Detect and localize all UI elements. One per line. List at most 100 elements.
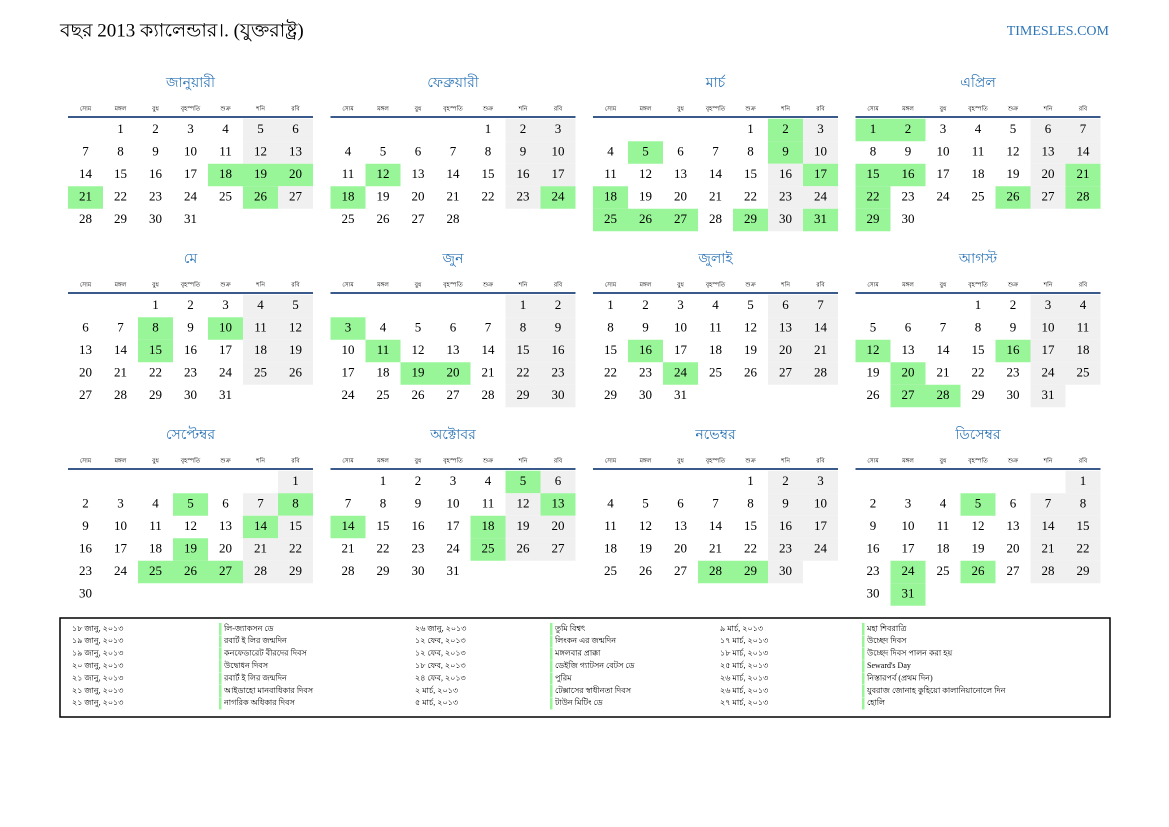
day-number: 24 bbox=[342, 387, 356, 402]
weekend-cell bbox=[243, 493, 278, 516]
day-number: 3 bbox=[817, 473, 824, 488]
weekday-label: শনি bbox=[780, 281, 790, 288]
day-number: 19 bbox=[184, 540, 197, 555]
weekday-label: শুক্র bbox=[744, 282, 756, 288]
day-number: 26 bbox=[412, 387, 426, 402]
day-number: 2 bbox=[782, 121, 789, 136]
weekday-label: বৃহস্পতি bbox=[967, 457, 988, 464]
weekday-label: মঙ্গল bbox=[114, 282, 127, 288]
day-number: 26 bbox=[254, 188, 268, 203]
day-number: 28 bbox=[937, 387, 950, 402]
holiday-name: নিস্তারপর্ব (প্রথম দিন) bbox=[866, 673, 933, 682]
day-number: 8 bbox=[747, 143, 754, 158]
day-number: 28 bbox=[447, 211, 460, 226]
day-number: 26 bbox=[972, 563, 986, 578]
holiday-cell bbox=[698, 560, 733, 584]
weekend-cell bbox=[1065, 560, 1101, 584]
holiday-marker bbox=[862, 672, 865, 685]
day-number: 25 bbox=[604, 563, 617, 578]
day-number: 27 bbox=[1042, 188, 1056, 203]
holiday-name: ডেইজি গ্যাটসন বেটস ডে bbox=[555, 660, 635, 670]
weekday-label: বুধ bbox=[939, 282, 947, 288]
weekday-label: শনি bbox=[1043, 281, 1053, 288]
weekday-label: শুক্র bbox=[219, 458, 231, 464]
holiday-date: ২১ জানু, ২০১৩ bbox=[72, 686, 123, 695]
weekend-cell bbox=[768, 362, 803, 385]
month-title: জুন bbox=[442, 252, 465, 267]
weekday-label: বুধ bbox=[939, 458, 947, 464]
month-title: সেপ্টেম্বর bbox=[166, 426, 216, 443]
day-number: 1 bbox=[607, 297, 614, 312]
day-number: 5 bbox=[1010, 121, 1017, 136]
day-number: 14 bbox=[482, 342, 496, 357]
day-number: 19 bbox=[517, 518, 530, 533]
day-number: 13 bbox=[1007, 518, 1020, 533]
day-number: 1 bbox=[117, 121, 124, 136]
weekday-label: মঙ্গল bbox=[901, 282, 914, 288]
day-number: 29 bbox=[377, 563, 390, 578]
day-number: 5 bbox=[870, 319, 877, 334]
holiday-cell bbox=[173, 560, 208, 584]
weekend-cell bbox=[505, 141, 541, 164]
day-number: 6 bbox=[292, 121, 299, 136]
day-number: 2 bbox=[870, 495, 877, 510]
day-number: 29 bbox=[744, 563, 757, 578]
day-number: 31 bbox=[1042, 387, 1055, 402]
holiday-cell bbox=[733, 208, 768, 232]
day-number: 23 bbox=[79, 563, 92, 578]
weekend-cell bbox=[1065, 317, 1101, 340]
holiday-name: রবার্ট ই লির জন্মদিন bbox=[223, 672, 287, 682]
day-number: 15 bbox=[867, 166, 880, 181]
day-number: 22 bbox=[972, 364, 985, 379]
weekend-cell bbox=[768, 317, 803, 340]
weekend-cell bbox=[1065, 493, 1101, 516]
holiday-cell bbox=[890, 118, 926, 142]
day-number: 15 bbox=[1077, 518, 1090, 533]
day-number: 25 bbox=[219, 188, 232, 203]
holiday-cell bbox=[855, 186, 891, 209]
holiday-cell bbox=[768, 141, 803, 164]
holiday-date: ২১ জানু, ২০১৩ bbox=[72, 673, 123, 682]
day-number: 3 bbox=[117, 495, 124, 510]
holiday-cell bbox=[663, 362, 698, 385]
day-number: 2 bbox=[415, 473, 422, 488]
day-number: 12 bbox=[377, 166, 390, 181]
day-number: 30 bbox=[779, 211, 792, 226]
day-number: 27 bbox=[289, 188, 303, 203]
day-number: 4 bbox=[257, 297, 264, 312]
weekday-label: শুক্র bbox=[1007, 282, 1019, 288]
day-number: 15 bbox=[517, 342, 530, 357]
day-number: 8 bbox=[380, 495, 387, 510]
day-number: 30 bbox=[149, 211, 162, 226]
day-number: 4 bbox=[380, 319, 387, 334]
day-number: 5 bbox=[187, 495, 194, 510]
day-number: 22 bbox=[604, 364, 617, 379]
day-number: 9 bbox=[187, 319, 194, 334]
holiday-name: পুরিম bbox=[555, 673, 572, 682]
day-number: 6 bbox=[905, 319, 912, 334]
weekend-cell bbox=[243, 560, 278, 584]
holiday-cell bbox=[855, 163, 891, 187]
day-number: 31 bbox=[184, 211, 197, 226]
site-link[interactable]: TIMESLES.COM bbox=[1007, 24, 1110, 39]
weekday-label: মঙ্গল bbox=[376, 106, 389, 112]
holiday-date: ১৯ জানু, ২০১৩ bbox=[72, 649, 123, 658]
holiday-cell bbox=[400, 362, 436, 385]
day-number: 21 bbox=[447, 188, 460, 203]
weekday-label: মঙ্গল bbox=[376, 282, 389, 288]
weekday-label: বৃহস্পতি bbox=[705, 105, 726, 112]
day-number: 19 bbox=[254, 166, 267, 181]
day-number: 21 bbox=[1042, 540, 1055, 555]
day-number: 17 bbox=[184, 166, 198, 181]
weekday-label: বুধ bbox=[414, 458, 422, 464]
day-number: 12 bbox=[184, 518, 197, 533]
weekday-label: রবি bbox=[815, 105, 825, 112]
month-title: আগস্ট bbox=[958, 250, 998, 267]
day-number: 14 bbox=[79, 166, 93, 181]
day-number: 24 bbox=[1042, 364, 1056, 379]
holiday-marker bbox=[862, 647, 865, 660]
day-number: 8 bbox=[485, 143, 492, 158]
day-number: 3 bbox=[222, 297, 229, 312]
day-number: 7 bbox=[117, 319, 124, 334]
weekend-cell bbox=[505, 384, 541, 408]
